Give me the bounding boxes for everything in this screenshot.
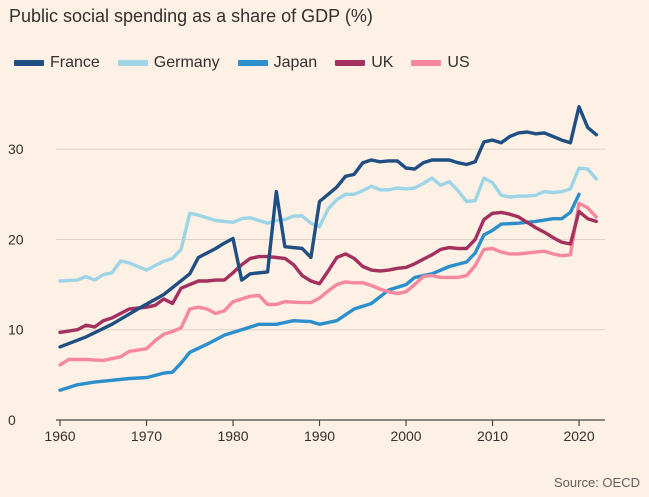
- legend-item-uk: UK: [335, 54, 393, 72]
- legend-item-germany: Germany: [117, 54, 220, 72]
- legend-label-germany: Germany: [153, 54, 220, 71]
- legend-label-france: France: [50, 54, 100, 71]
- series-line-germany: [58, 166, 598, 283]
- legend-swatch-germany: [117, 60, 148, 66]
- y-tick-label-0: 0: [8, 412, 16, 428]
- x-tick-label-1990: 1990: [304, 428, 335, 444]
- series-line-france: [58, 104, 598, 349]
- x-tick-label-1960: 1960: [44, 428, 75, 444]
- x-tick-label-2000: 2000: [390, 428, 421, 444]
- source-note: Source: OECD: [554, 475, 640, 490]
- legend-swatch-japan: [237, 60, 268, 66]
- x-tick-label-2010: 2010: [477, 428, 508, 444]
- x-tick-label-1980: 1980: [217, 428, 248, 444]
- legend-label-uk: UK: [371, 54, 394, 71]
- x-axis: 1960 1970 1980 1990 2000 2010 2020: [44, 419, 605, 444]
- y-tick-label-10: 10: [8, 322, 24, 338]
- legend-swatch-us: [411, 60, 442, 66]
- series-lines: [58, 104, 598, 392]
- legend-swatch-france: [14, 60, 44, 66]
- gridlines: [56, 148, 605, 331]
- y-tick-label-20: 20: [8, 231, 24, 247]
- legend-item-japan: Japan: [237, 54, 318, 72]
- x-tick-label-2020: 2020: [563, 428, 594, 444]
- legend-item-us: US: [411, 54, 470, 72]
- legend-label-us: US: [447, 54, 470, 71]
- legend: France Germany Japan UK US: [14, 54, 470, 72]
- y-tick-label-30: 30: [8, 141, 24, 157]
- legend-label-japan: Japan: [273, 54, 318, 71]
- y-axis-ticks: 0 10 20 30: [8, 141, 24, 428]
- series-line-uk: [58, 209, 598, 335]
- chart-title: Public social spending as a share of GDP…: [9, 6, 373, 26]
- series-line-us: [58, 201, 598, 367]
- legend-item-france: France: [14, 54, 100, 72]
- x-tick-label-1970: 1970: [131, 428, 162, 444]
- legend-swatch-uk: [335, 60, 366, 66]
- series-line-japan: [58, 192, 581, 392]
